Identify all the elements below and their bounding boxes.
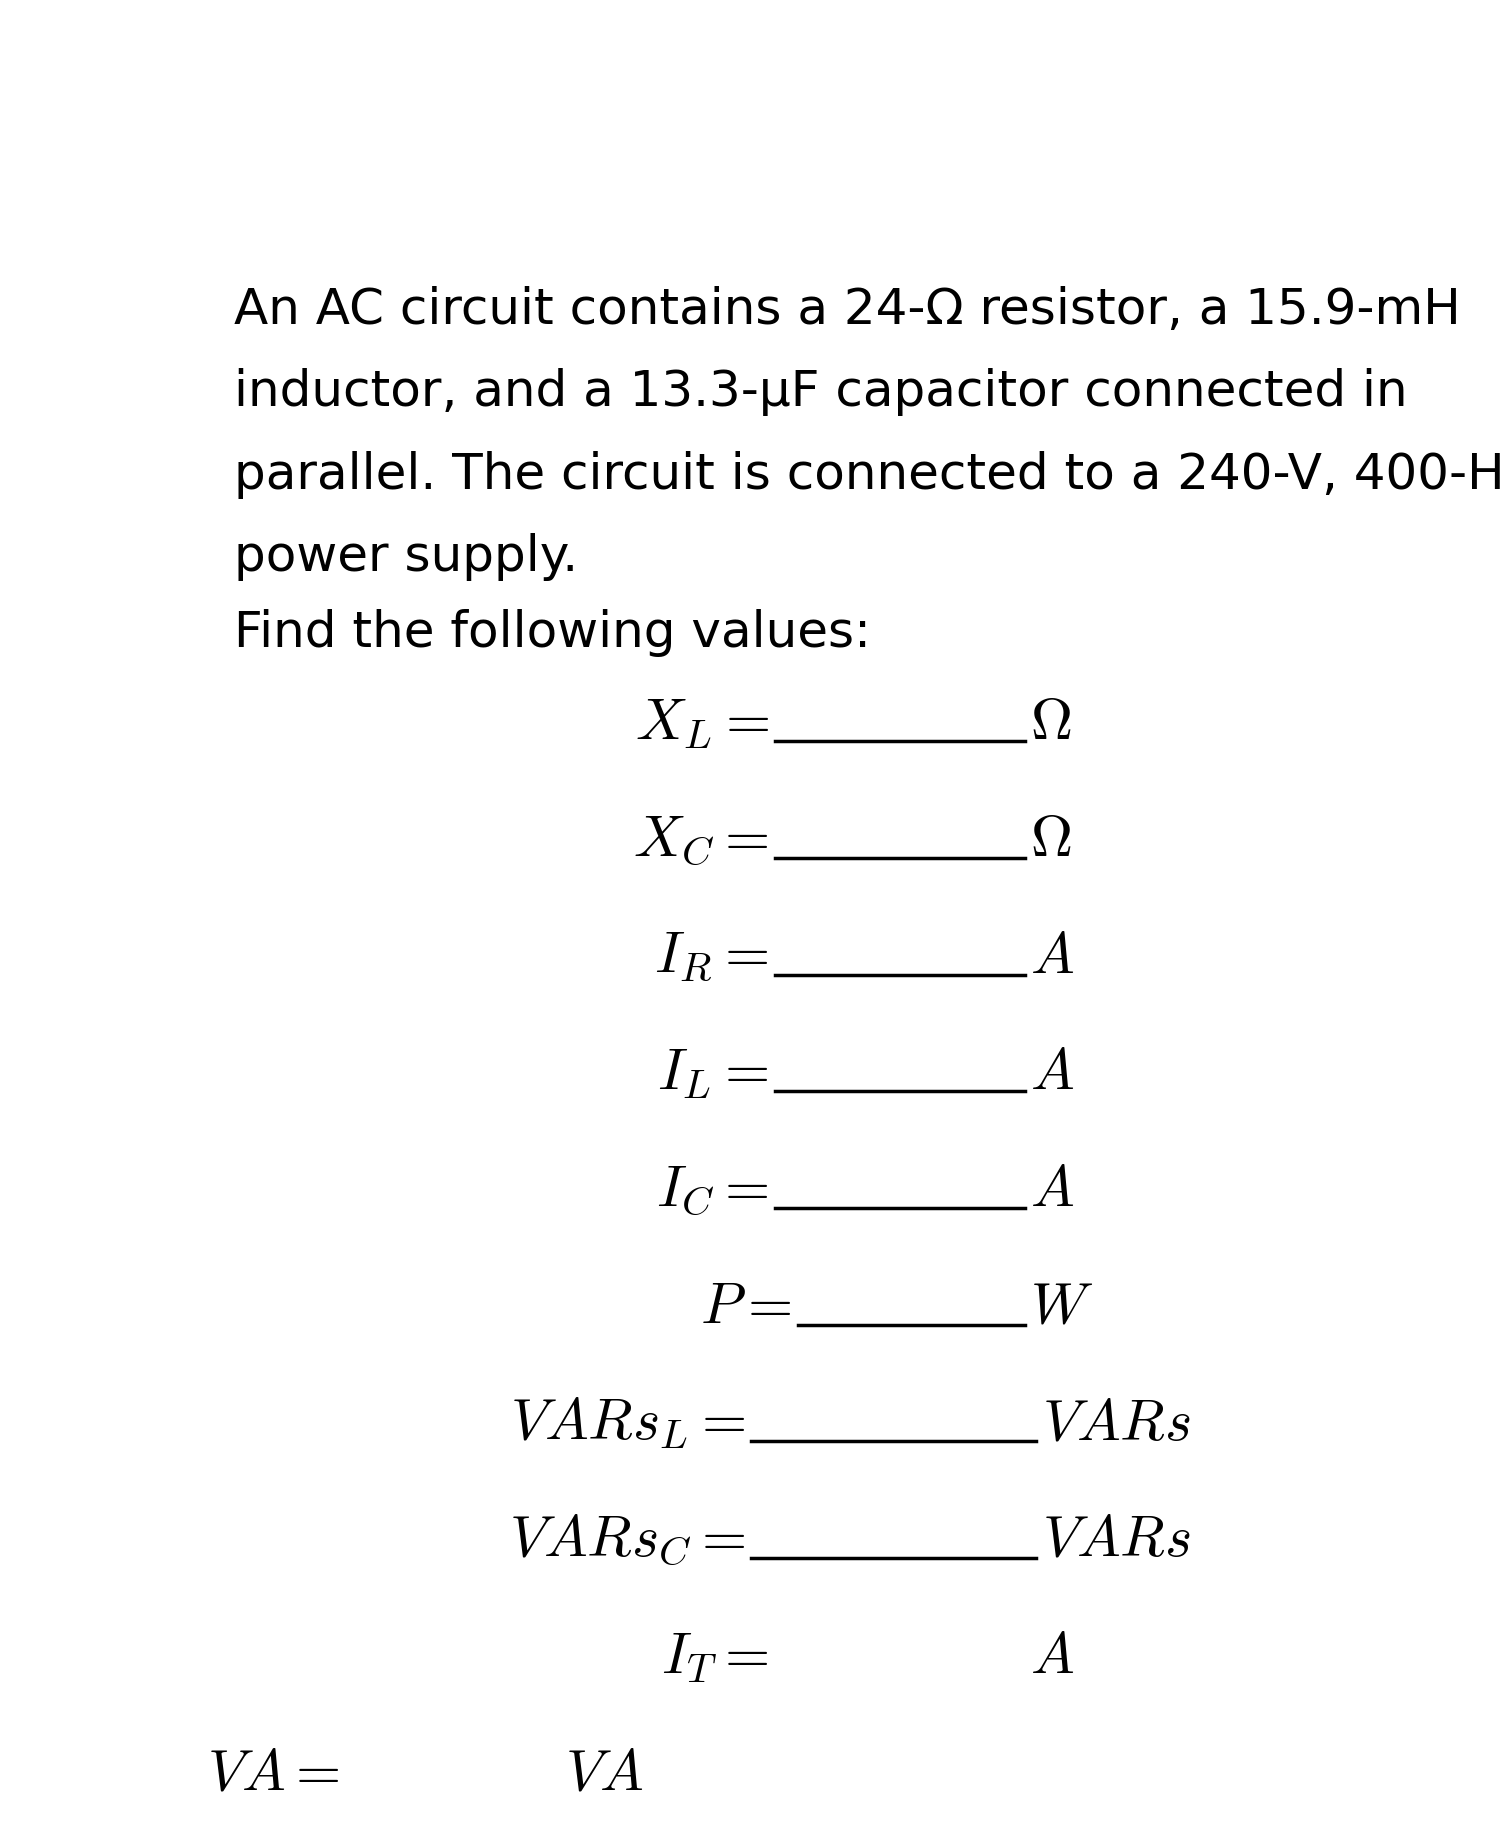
Text: $VARs$: $VARs$ (1042, 1393, 1191, 1451)
Text: $X_C = $: $X_C = $ (633, 811, 768, 869)
Text: parallel. The circuit is connected to a 240-V, 400-Hz: parallel. The circuit is connected to a … (234, 451, 1500, 499)
Text: $VARs_L = $: $VARs_L = $ (510, 1393, 746, 1451)
Text: $VA = $: $VA = $ (207, 1745, 339, 1802)
Text: $VA$: $VA$ (566, 1745, 644, 1802)
Text: $X_L = $: $X_L = $ (634, 695, 768, 750)
Text: $A$: $A$ (1030, 1628, 1074, 1685)
Text: $A$: $A$ (1030, 1161, 1074, 1218)
Text: $\Omega$: $\Omega$ (1030, 811, 1071, 869)
Text: $W$: $W$ (1030, 1277, 1094, 1334)
Text: inductor, and a 13.3-μF capacitor connected in: inductor, and a 13.3-μF capacitor connec… (234, 368, 1407, 416)
Text: $VARs$: $VARs$ (1042, 1512, 1191, 1567)
Text: power supply.: power supply. (234, 534, 578, 582)
Text: $A$: $A$ (1030, 1044, 1074, 1101)
Text: $I_C = $: $I_C = $ (656, 1161, 768, 1218)
Text: $P = $: $P = $ (700, 1277, 792, 1334)
Text: $VARs_C = $: $VARs_C = $ (509, 1512, 746, 1567)
Text: $I_R = $: $I_R = $ (654, 928, 768, 985)
Text: Find the following values:: Find the following values: (234, 608, 871, 656)
Text: $A$: $A$ (1030, 928, 1074, 985)
Text: $I_L = $: $I_L = $ (657, 1044, 768, 1101)
Text: $\Omega$: $\Omega$ (1030, 695, 1071, 750)
Text: An AC circuit contains a 24-Ω resistor, a 15.9-mH: An AC circuit contains a 24-Ω resistor, … (234, 286, 1461, 334)
Text: $I_T = $: $I_T = $ (662, 1628, 768, 1685)
